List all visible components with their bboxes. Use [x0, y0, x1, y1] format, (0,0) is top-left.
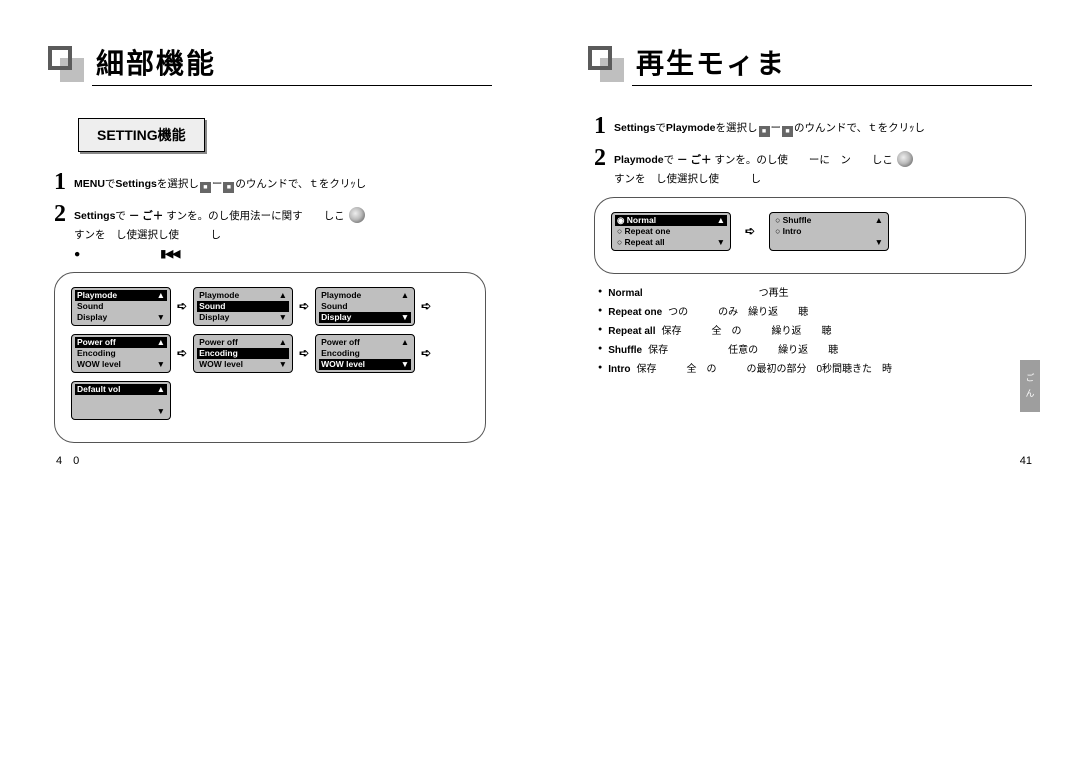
page-heading: 細部機能 [48, 42, 492, 86]
step-2: 2 Settingsで － ご＋ すンを。のし使用法ーに関す しこ すンを し使… [54, 202, 492, 264]
page-40: 細部機能 SETTING機能 1 MENUでSettingsを選択し■ー■のウん… [0, 0, 540, 763]
lcd-panel: Playmode▲ Sound Display▼ [71, 287, 171, 326]
lcd-row-bot: Default vol▲ ▼ [71, 381, 469, 420]
dial-icon [349, 207, 365, 223]
step-2: 2 Playmodeで － ご＋ すンを。のし使 ーに ン しこ すンを し使選… [594, 146, 1032, 189]
rewind-icon: ▮◀◀ [160, 248, 179, 260]
lcd-panel: Playmode▲ Sound Display▼ [315, 287, 415, 326]
page-number: 4 0 [56, 455, 83, 467]
dial-icon [897, 151, 913, 167]
lcd-panel: Power off▲ Encoding WOW level▼ [193, 334, 293, 373]
lcd-panel: Default vol▲ ▼ [71, 381, 171, 420]
lcd-panel: Power off▲ Encoding WOW level▼ [71, 334, 171, 373]
page-title: 細部機能 [96, 42, 216, 82]
lcd-row-mid: Power off▲ Encoding WOW level▼ ➪ Power o… [71, 334, 469, 373]
step-1: 1 MENUでSettingsを選択し■ー■のウんンドで、ｔをクリｯし [54, 170, 492, 194]
lcd-panel: ○ Shuffle▲ ○ Intro ▼ [769, 212, 889, 251]
page-title: 再生モィま [636, 42, 786, 82]
settings-diagram: Playmode▲ Sound Display▼ ➪ Playmode▲ Sou… [54, 272, 486, 443]
heading-ornament [48, 46, 84, 82]
heading-ornament [588, 46, 624, 82]
lcd-panel: Playmode▲ Sound Display▼ [193, 287, 293, 326]
setting-label: SETTING機能 [78, 118, 205, 152]
lcd-row-top: Playmode▲ Sound Display▼ ➪ Playmode▲ Sou… [71, 287, 469, 326]
lcd-panel: Power off▲ Encoding WOW level▼ [315, 334, 415, 373]
lcd-panel: ◉ Normal▲ ○ Repeat one ○ Repeat all▼ [611, 212, 731, 251]
page-number: 41 [1020, 455, 1032, 467]
page-41: 再生モィま 1 SettingsでPlaymodeを選択し■ー■のウんンドで、ｔ… [540, 0, 1080, 763]
side-tab: ご ん [1020, 360, 1040, 412]
playmode-descriptions: Normal つ再生 Repeat oneつの のみ 繰り返 聴 Repeat … [598, 284, 1032, 379]
playmode-diagram: ◉ Normal▲ ○ Repeat one ○ Repeat all▼ ➪ ○… [594, 197, 1026, 274]
lcd-row: ◉ Normal▲ ○ Repeat one ○ Repeat all▼ ➪ ○… [611, 212, 1009, 251]
step-1: 1 SettingsでPlaymodeを選択し■ー■のウんンドで、ｔをクリｯし [594, 114, 1032, 138]
page-heading: 再生モィま [588, 42, 1032, 86]
